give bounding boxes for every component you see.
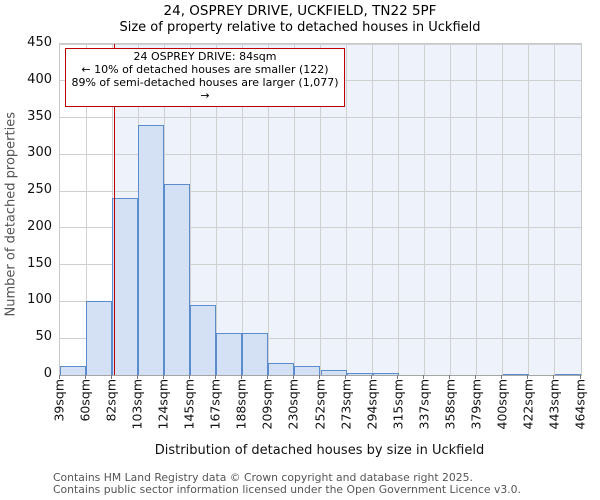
v-gridline [241,44,243,375]
y-tick-label: 200 [27,218,52,234]
v-gridline [372,44,374,375]
x-tick-mark [397,375,399,379]
x-tick-label: 400sqm [494,379,510,430]
x-tick-mark [475,375,477,379]
x-tick-mark [553,375,555,379]
footer-attribution-1: Contains HM Land Registry data © Crown c… [53,471,473,484]
x-tick-label: 124sqm [155,379,171,430]
y-tick-label: 100 [27,292,52,308]
v-gridline [320,44,321,375]
x-tick-label: 145sqm [181,379,197,430]
v-gridline [215,44,217,375]
v-gridline [85,44,87,375]
x-tick-mark [501,375,503,379]
annotation-line-3: 89% of semi-detached houses are larger (… [71,75,339,102]
x-tick-label: 82sqm [103,379,119,422]
v-gridline [528,44,530,375]
x-tick-mark [84,375,86,379]
x-tick-mark [423,375,425,379]
annotation-line-2: ← 10% of detached houses are smaller (12… [81,62,329,76]
histogram-bar [242,333,269,375]
x-tick-label: 294sqm [364,379,380,430]
v-gridline [293,44,295,375]
histogram-bar [346,372,373,375]
v-gridline [502,44,504,375]
x-tick-mark [214,375,216,379]
histogram-bar [268,363,295,375]
x-tick-mark [449,375,451,379]
histogram-bar [112,198,139,375]
histogram-bar [502,373,529,375]
x-tick-mark [371,375,373,379]
y-tick-label: 50 [35,329,52,345]
x-tick-mark [579,375,581,379]
y-tick-label: 400 [27,71,52,87]
v-gridline [346,44,348,375]
x-tick-mark [188,375,190,379]
annotation-line-1: 24 OSPREY DRIVE: 84sqm [133,50,277,63]
x-tick-label: 464sqm [572,379,588,430]
x-tick-mark [240,375,242,379]
y-tick-label: 150 [27,255,52,271]
x-tick-label: 358sqm [442,379,458,430]
v-gridline [398,44,400,375]
property-annotation-box: 24 OSPREY DRIVE: 84sqm ← 10% of detached… [65,48,345,107]
x-tick-label: 252sqm [312,379,327,430]
histogram-bar [372,372,399,375]
page-title: 24, OSPREY DRIVE, UCKFIELD, TN22 5PF [163,3,437,19]
x-tick-mark [319,375,320,379]
x-tick-label: 379sqm [468,379,484,430]
x-tick-mark [527,375,529,379]
y-tick-label: 300 [27,145,52,161]
x-axis-label: Distribution of detached houses by size … [154,443,485,458]
v-gridline [554,44,556,375]
v-gridline [267,44,269,375]
x-tick-mark [58,375,60,379]
x-tick-label: 103sqm [129,379,145,430]
x-tick-label: 273sqm [338,379,354,430]
property-size-marker-line [113,44,116,375]
x-tick-label: 443sqm [546,379,562,430]
v-gridline [450,44,452,375]
histogram-bar [190,305,217,375]
x-tick-mark [345,375,347,379]
x-tick-mark [110,375,112,379]
histogram-bar [138,124,165,375]
histogram-bar [60,366,87,375]
x-tick-mark [266,375,268,379]
histogram-bar [294,366,321,375]
histogram-bar [216,333,243,375]
x-tick-label: 188sqm [233,379,249,430]
v-gridline [424,44,426,375]
v-gridline [476,44,478,375]
x-tick-label: 60sqm [77,379,93,422]
histogram-bar [554,373,581,375]
chart-subtitle: Size of property relative to detached ho… [119,20,481,35]
y-tick-label: 0 [43,366,52,381]
x-tick-mark [292,375,294,379]
x-tick-label: 315sqm [390,379,406,430]
x-tick-mark [136,375,138,379]
x-tick-mark [162,375,164,379]
histogram-bar [86,301,113,375]
x-tick-label: 337sqm [416,379,432,430]
x-tick-label: 167sqm [207,379,223,430]
x-tick-label: 230sqm [285,379,301,430]
y-tick-label: 250 [27,182,52,198]
plot-area: 24 OSPREY DRIVE: 84sqm ← 10% of detached… [59,43,582,376]
x-tick-label: 39sqm [51,379,67,422]
x-tick-label: 422sqm [520,379,536,430]
y-axis-label: Number of detached properties [3,112,18,317]
v-gridline [189,44,191,375]
y-tick-label: 450 [27,35,52,50]
x-tick-label: 209sqm [259,379,275,430]
histogram-bar [320,369,347,375]
histogram-bar [164,183,191,375]
footer-attribution-2: Contains public sector information licen… [53,482,521,496]
y-tick-label: 350 [27,108,52,124]
